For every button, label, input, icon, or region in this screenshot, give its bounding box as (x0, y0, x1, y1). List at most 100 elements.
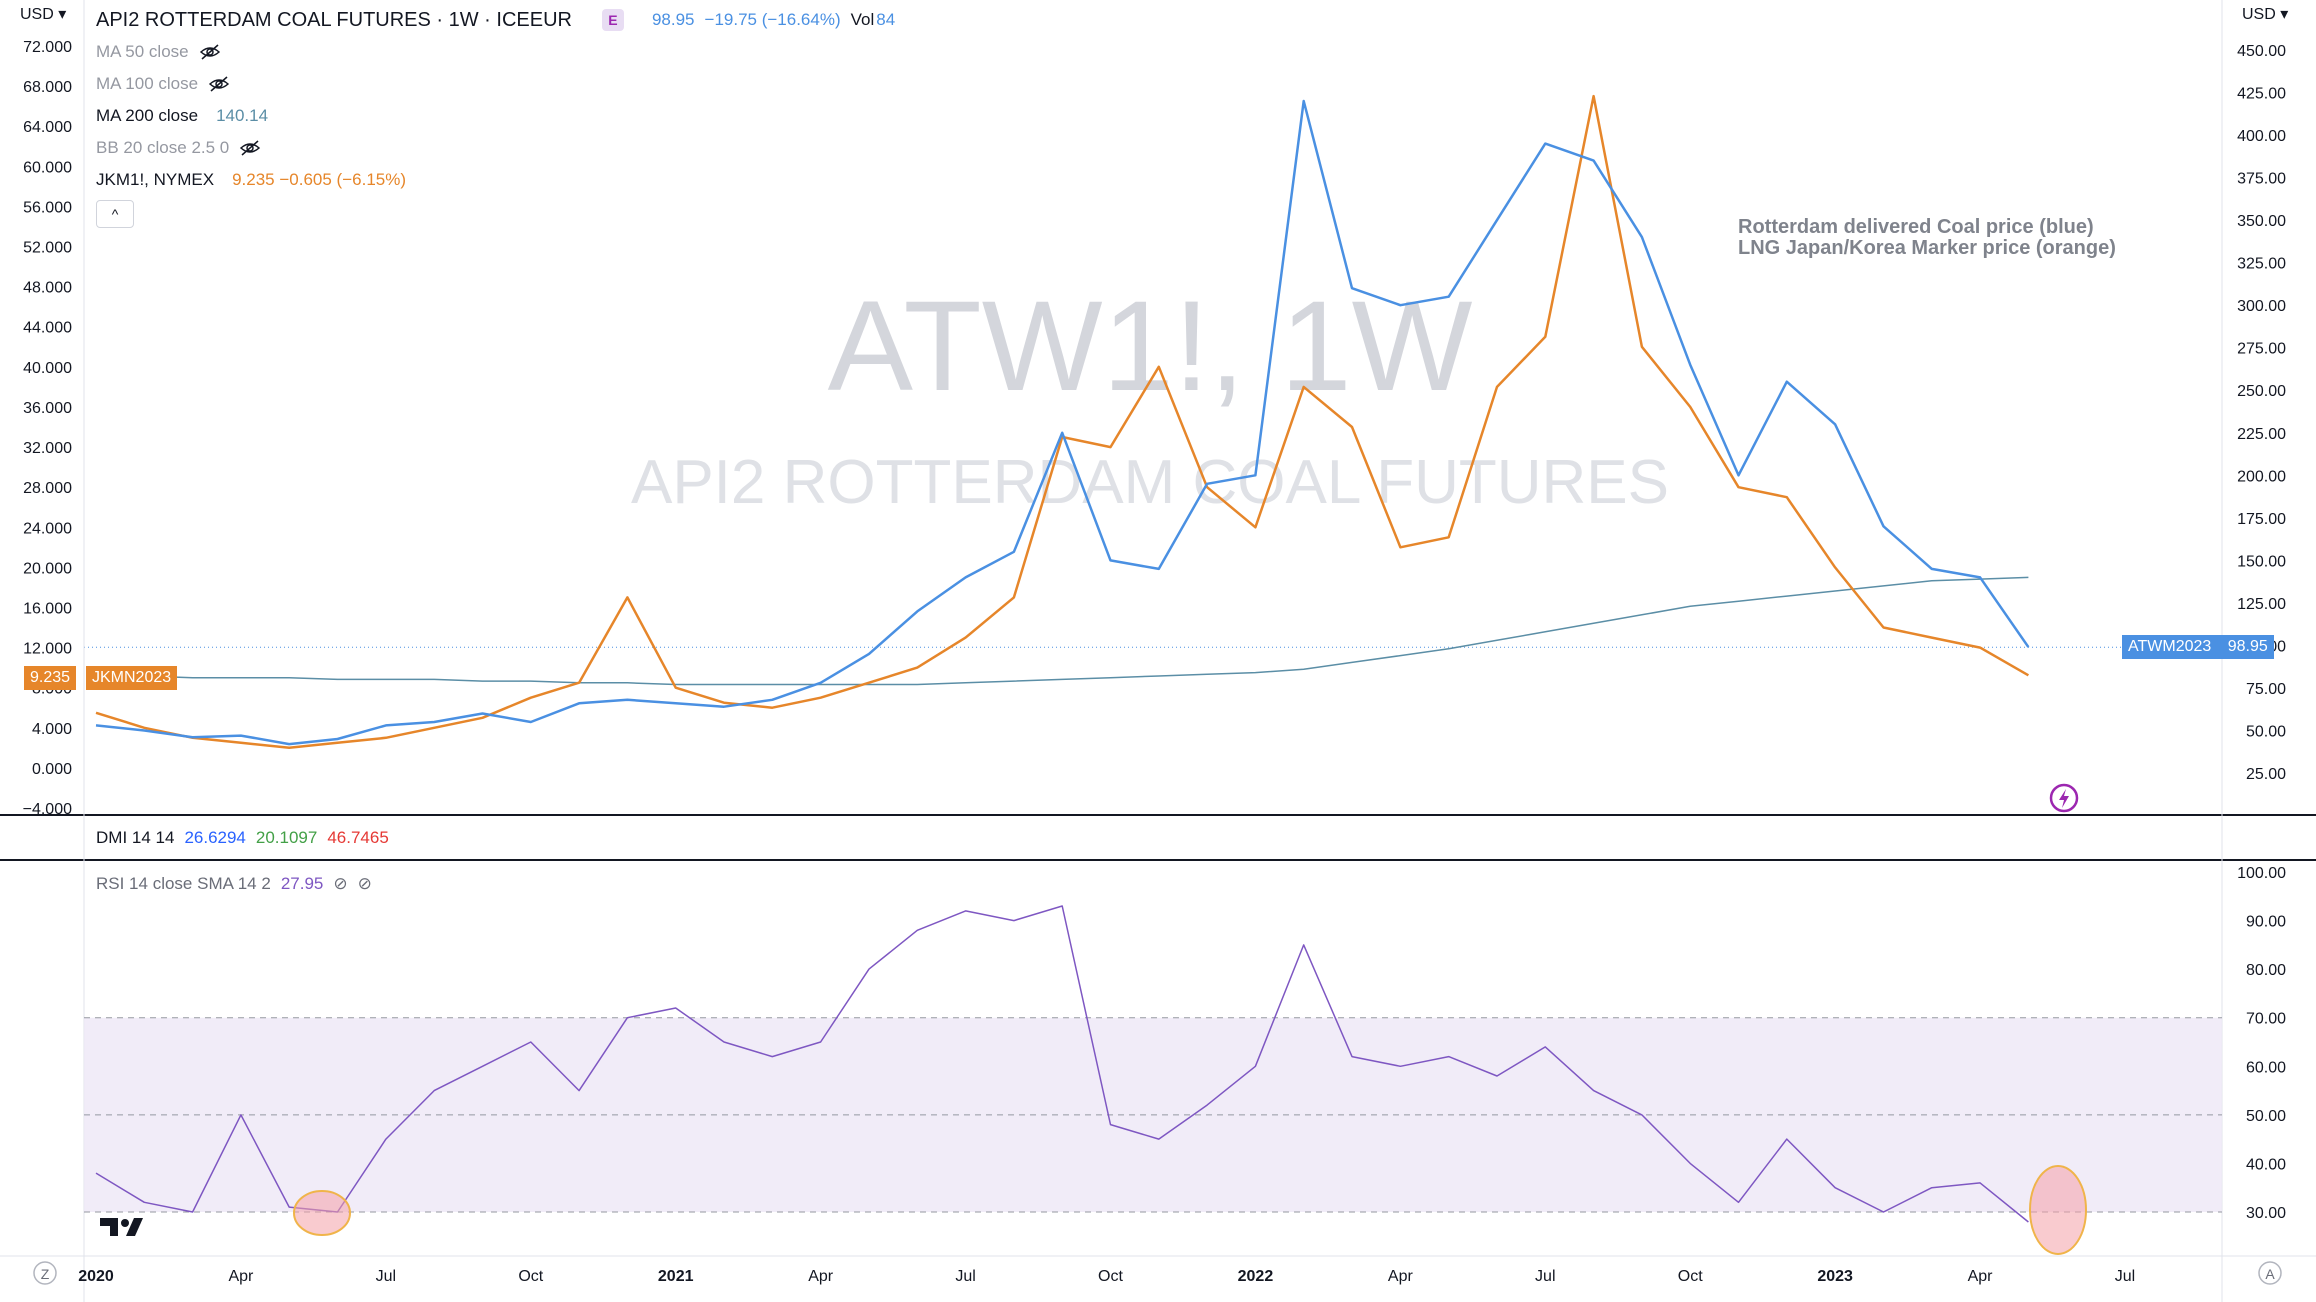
right-tick-label: 75.00 (2246, 681, 2286, 698)
volume-label: Vol (850, 10, 875, 29)
chevron-down-icon: ▾ (2280, 6, 2289, 23)
time-tick-label: 2020 (78, 1268, 114, 1285)
price-change: −19.75 (−16.64%) (704, 10, 841, 29)
right-tick-label: 250.00 (2237, 383, 2286, 400)
jkm-contract-tag: JKMN2023 (86, 666, 178, 690)
left-tick-label: 72.000 (23, 39, 72, 56)
left-tick-label: 56.000 (23, 199, 72, 216)
rsi-tick-label: 50.00 (2246, 1108, 2286, 1125)
coal-line (95, 99, 2030, 746)
left-axis: 72.000 68.000 64.000 60.000 56.000 52.000 48.0… (23, 39, 72, 818)
symbol-row: API2 ROTTERDAM COAL FUTURES · 1W · ICEEU… (96, 4, 895, 36)
eye-hidden-icon[interactable] (199, 44, 221, 60)
dmi-legend[interactable]: DMI 14 14 26.6294 20.1097 46.7465 (96, 822, 389, 854)
left-tick-label: 12.000 (23, 641, 72, 658)
series-layer (95, 94, 2030, 1223)
right-tick-label: 200.00 (2237, 468, 2286, 485)
jkm-values: 9.235 −0.605 (−6.15%) (232, 170, 407, 189)
left-tick-label: 16.000 (23, 600, 72, 617)
right-tick-label: 25.00 (2246, 766, 2286, 783)
right-tick-label: 425.00 (2237, 86, 2286, 103)
left-tick-label: 28.000 (23, 480, 72, 497)
left-tick-label: 4.000 (32, 721, 72, 738)
right-tick-label: 50.00 (2246, 723, 2286, 740)
right-tick-label: 450.00 (2237, 43, 2286, 60)
watermark-symbol: ATW1!, 1W (828, 275, 1473, 418)
oversold-highlight (2029, 1165, 2087, 1255)
legend-ma100[interactable]: MA 100 close (96, 68, 895, 100)
rsi-tick-label: 70.00 (2246, 1011, 2286, 1028)
dmi-label: DMI 14 14 (96, 828, 175, 847)
rsi-tick-label: 80.00 (2246, 962, 2286, 979)
time-tick-label: 2023 (1817, 1268, 1853, 1285)
time-tick-label: 2022 (1238, 1268, 1274, 1285)
left-tick-label: 44.000 (23, 320, 72, 337)
time-tick-label: Jul (955, 1268, 975, 1285)
bb-label: BB 20 close 2.5 0 (96, 138, 230, 157)
legend-bb[interactable]: BB 20 close 2.5 0 (96, 132, 895, 164)
no-symbol-icon: ⊘ (357, 874, 372, 893)
auto-scale-button[interactable]: A (2258, 1261, 2282, 1285)
left-tick-label: 40.000 (23, 360, 72, 377)
time-tick-label: Oct (518, 1268, 543, 1285)
ma200-label: MA 200 close (96, 106, 199, 125)
symbol-title[interactable]: API2 ROTTERDAM COAL FUTURES · 1W · ICEEU… (96, 9, 572, 31)
zoom-button[interactable]: Z (33, 1261, 57, 1285)
earnings-badge[interactable]: E (601, 9, 624, 31)
chevron-down-icon: ▾ (58, 6, 67, 23)
time-tick-label: Jul (2115, 1268, 2135, 1285)
rsi-line (95, 905, 2029, 1223)
jkm-tag-label: JKMN2023 (92, 669, 172, 686)
currency-right: USD (2242, 6, 2276, 23)
time-tick-label: Oct (1098, 1268, 1123, 1285)
time-axis: 2020 Apr Jul Oct 2021 Apr Jul Oct 2022 Apr Jul Oct 2… (78, 1268, 2135, 1285)
left-tick-label: 0.000 (32, 761, 72, 778)
right-tick-label: 125.00 (2237, 596, 2286, 613)
atwm-tag-label: ATWM2023 (2128, 638, 2212, 655)
oversold-highlight (293, 1190, 351, 1236)
ma200-value: 140.14 (216, 106, 269, 125)
collapse-legend-button[interactable]: ^ (96, 200, 134, 228)
rsi-axis: 100.00 90.00 80.00 70.00 60.00 50.00 40.00 30.0… (2237, 865, 2286, 1222)
legend-jkm[interactable]: JKM1!, NYMEX 9.235 −0.605 (−6.15%) (96, 164, 895, 196)
rsi-tick-label: 40.00 (2246, 1156, 2286, 1173)
right-axis: 450.00 425.00 400.00 375.00 350.00 325.00 300.… (2237, 43, 2286, 783)
time-tick-label: Jul (1535, 1268, 1555, 1285)
legend-ma50[interactable]: MA 50 close (96, 36, 895, 68)
last-price: 98.95 (651, 10, 695, 29)
eye-hidden-icon[interactable] (239, 140, 261, 156)
currency-selector-left[interactable]: USD ▾ (14, 2, 72, 26)
time-tick-label: Oct (1678, 1268, 1703, 1285)
left-tick-label: 36.000 (23, 400, 72, 417)
dmi-minus: 20.1097 (255, 828, 318, 847)
left-tick-label: 24.000 (23, 520, 72, 537)
dmi-plus: 26.6294 (184, 828, 246, 847)
left-tick-label: 64.000 (23, 119, 72, 136)
jkm-price-tag: 9.235 (24, 666, 77, 690)
dmi-adx: 46.7465 (327, 828, 389, 847)
right-tick-label: 275.00 (2237, 341, 2286, 358)
right-tick-label: 175.00 (2237, 511, 2286, 528)
currency-left: USD (20, 6, 54, 23)
svg-text:A: A (2265, 1266, 2275, 1282)
legend-ma200[interactable]: MA 200 close 140.14 (96, 100, 895, 132)
right-tick-label: 400.00 (2237, 128, 2286, 145)
time-tick-label: Jul (376, 1268, 396, 1285)
alert-icon[interactable] (2049, 783, 2079, 813)
rsi-tick-label: 90.00 (2246, 914, 2286, 931)
watermark-name: API2 ROTTERDAM COAL FUTURES (631, 448, 1669, 517)
eye-hidden-icon[interactable] (208, 76, 230, 92)
watermark: ATW1!, 1W API2 ROTTERDAM COAL FUTURES (631, 275, 1669, 517)
chart-legend: API2 ROTTERDAM COAL FUTURES · 1W · ICEEU… (96, 4, 895, 230)
left-tick-label: 32.000 (23, 440, 72, 457)
left-tick-label: 48.000 (23, 280, 72, 297)
currency-selector-right[interactable]: USD ▾ (2236, 2, 2294, 26)
time-tick-label: Apr (808, 1268, 834, 1285)
time-tick-label: Apr (1388, 1268, 1414, 1285)
rsi-oversold-highlights (293, 1165, 2087, 1255)
tradingview-logo[interactable] (100, 1218, 143, 1236)
svg-text:Z: Z (41, 1266, 50, 1282)
lng-line (95, 94, 2030, 750)
rsi-legend[interactable]: RSI 14 close SMA 14 2 27.95 ⊘ ⊘ (96, 868, 372, 900)
atwm-tag-value: 98.95 (2227, 638, 2268, 655)
